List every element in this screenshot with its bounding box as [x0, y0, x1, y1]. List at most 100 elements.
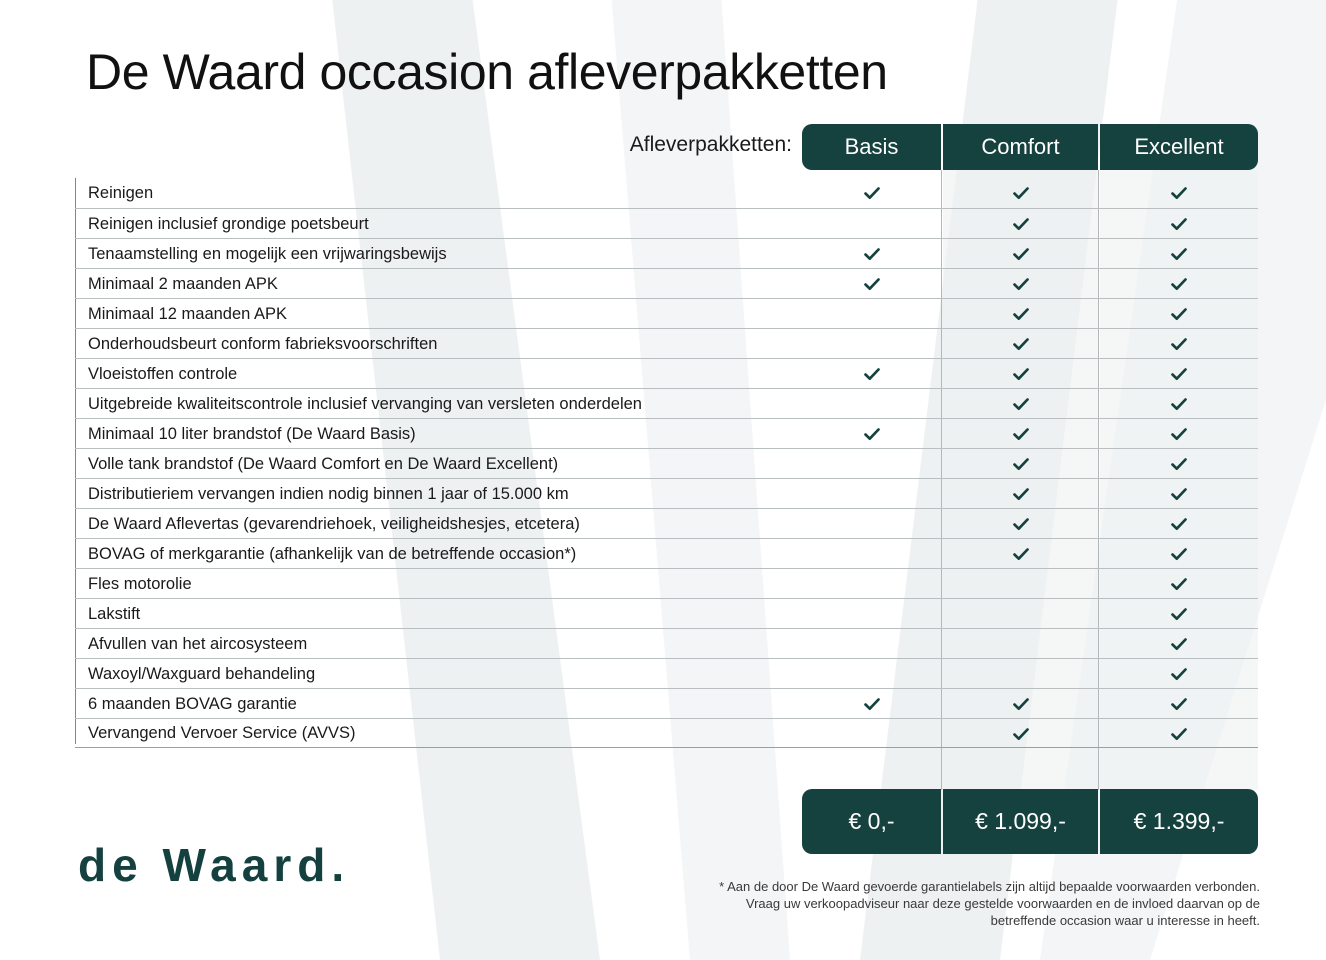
cell-comfort	[943, 539, 1098, 569]
check-icon	[1171, 338, 1187, 350]
cell-basis	[802, 449, 941, 479]
cell-basis	[802, 389, 941, 419]
feature-table: Reinigen Reinigen inclusief grondige poet…	[75, 178, 1258, 748]
table-row: Tenaamstelling en mogelijk een vrijwarin…	[75, 238, 1258, 268]
column-header-comfort[interactable]: Comfort	[943, 124, 1098, 170]
cell-excellent	[1100, 659, 1258, 689]
cell-basis	[802, 178, 941, 208]
row-label: Volle tank brandstof (De Waard Comfort e…	[88, 454, 559, 473]
cell-basis	[802, 479, 941, 509]
check-icon	[863, 368, 880, 380]
table-row: Waxoyl/Waxguard behandeling	[75, 658, 1258, 688]
table-row: BOVAG of merkgarantie (afhankelijk van d…	[75, 538, 1258, 568]
table-row: De Waard Aflevertas (gevarendriehoek, ve…	[75, 508, 1258, 538]
table-row: 6 maanden BOVAG garantie	[75, 688, 1258, 718]
cell-comfort	[943, 178, 1098, 208]
price-excellent[interactable]: € 1.399,-	[1100, 789, 1258, 854]
cell-basis	[802, 659, 941, 689]
check-icon	[1171, 728, 1187, 740]
check-icon	[1171, 398, 1187, 410]
cell-excellent	[1100, 269, 1258, 299]
cell-basis	[802, 329, 941, 359]
row-label: Fles motorolie	[88, 574, 192, 593]
check-icon	[863, 278, 880, 290]
cell-basis	[802, 509, 941, 539]
cell-excellent	[1100, 689, 1258, 719]
table-row: Onderhoudsbeurt conform fabrieksvoorschr…	[75, 328, 1258, 358]
cell-basis	[802, 689, 941, 719]
check-icon	[1012, 728, 1029, 740]
check-icon	[1012, 338, 1029, 350]
cell-comfort	[943, 479, 1098, 509]
table-row: Reinigen inclusief grondige poetsbeurt	[75, 208, 1258, 238]
check-icon	[1171, 187, 1187, 199]
check-icon	[1171, 458, 1187, 470]
cell-basis	[802, 719, 941, 749]
row-label: Minimaal 2 maanden APK	[88, 274, 278, 293]
check-icon	[1171, 608, 1187, 620]
cell-basis	[802, 269, 941, 299]
check-icon	[1171, 518, 1187, 530]
check-icon	[1171, 308, 1187, 320]
page-title: De Waard occasion afleverpakketten	[86, 44, 888, 100]
check-icon	[1171, 638, 1187, 650]
table-row: Distributieriem vervangen indien nodig b…	[75, 478, 1258, 508]
cell-excellent	[1100, 329, 1258, 359]
cell-excellent	[1100, 449, 1258, 479]
row-label: Waxoyl/Waxguard behandeling	[88, 664, 316, 683]
check-icon	[1171, 368, 1187, 380]
check-icon	[1012, 278, 1029, 290]
row-label: Tenaamstelling en mogelijk een vrijwarin…	[88, 244, 447, 263]
row-label: Reinigen inclusief grondige poetsbeurt	[88, 214, 369, 233]
table-left-rule	[75, 178, 76, 744]
cell-excellent	[1100, 719, 1258, 749]
check-icon	[1012, 368, 1029, 380]
row-label: Onderhoudsbeurt conform fabrieksvoorschr…	[88, 334, 438, 353]
table-row: Afvullen van het aircosysteem	[75, 628, 1258, 658]
cell-comfort	[943, 689, 1098, 719]
footnote-text: * Aan de door De Waard gevoerde garantie…	[719, 879, 1260, 928]
row-label: Uitgebreide kwaliteitscontrole inclusief…	[88, 394, 642, 413]
cell-comfort	[943, 419, 1098, 449]
table-row: Minimaal 12 maanden APK	[75, 298, 1258, 328]
column-header-excellent[interactable]: Excellent	[1100, 124, 1258, 170]
check-icon	[1171, 578, 1187, 590]
row-label: 6 maanden BOVAG garantie	[88, 694, 297, 713]
row-label: Distributieriem vervangen indien nodig b…	[88, 484, 569, 503]
cell-excellent	[1100, 419, 1258, 449]
check-icon	[1171, 248, 1187, 260]
row-label: De Waard Aflevertas (gevarendriehoek, ve…	[88, 514, 580, 533]
cell-comfort	[943, 569, 1098, 599]
check-icon	[1012, 398, 1029, 410]
column-header-basis[interactable]: Basis	[802, 124, 941, 170]
cell-basis	[802, 299, 941, 329]
check-icon	[1012, 488, 1029, 500]
check-icon	[863, 187, 880, 199]
cell-basis	[802, 209, 941, 239]
cell-excellent	[1100, 509, 1258, 539]
check-icon	[1171, 428, 1187, 440]
cell-comfort	[943, 209, 1098, 239]
cell-excellent	[1100, 389, 1258, 419]
brand-logo: de Waard.	[78, 839, 351, 891]
cell-basis	[802, 239, 941, 269]
cell-excellent	[1100, 479, 1258, 509]
check-icon	[1012, 518, 1029, 530]
check-icon	[1012, 458, 1029, 470]
row-label: Lakstift	[88, 604, 141, 623]
price-comfort[interactable]: € 1.099,-	[943, 789, 1098, 854]
check-icon	[1012, 428, 1029, 440]
cell-comfort	[943, 239, 1098, 269]
table-row: Minimaal 2 maanden APK	[75, 268, 1258, 298]
check-icon	[1171, 218, 1187, 230]
table-row: Reinigen	[75, 178, 1258, 208]
cell-basis	[802, 629, 941, 659]
cell-excellent	[1100, 299, 1258, 329]
table-row: Uitgebreide kwaliteitscontrole inclusief…	[75, 388, 1258, 418]
row-label: Afvullen van het aircosysteem	[88, 634, 308, 653]
cell-basis	[802, 419, 941, 449]
cell-comfort	[943, 659, 1098, 689]
row-label: Vloeistoffen controle	[88, 364, 238, 383]
price-basis[interactable]: € 0,-	[802, 789, 941, 854]
cell-comfort	[943, 389, 1098, 419]
